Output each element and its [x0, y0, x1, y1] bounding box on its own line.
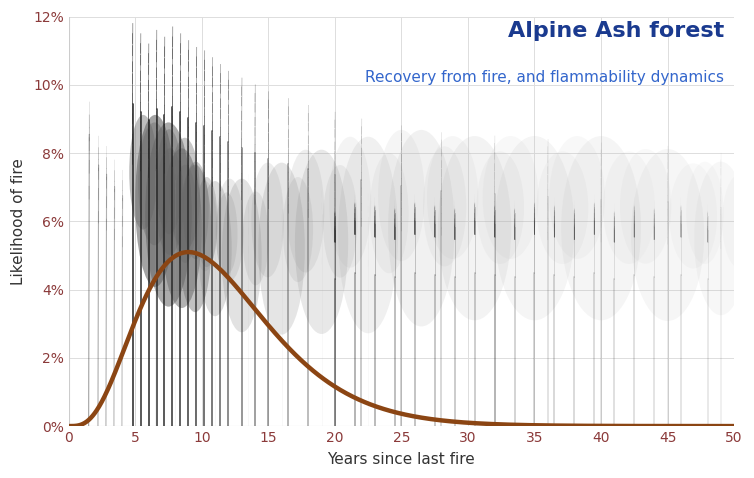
Ellipse shape	[388, 130, 455, 326]
Ellipse shape	[722, 174, 754, 268]
Ellipse shape	[222, 179, 262, 332]
Ellipse shape	[323, 165, 357, 278]
Ellipse shape	[170, 138, 200, 250]
Ellipse shape	[339, 137, 398, 333]
Ellipse shape	[329, 137, 371, 268]
Ellipse shape	[631, 149, 704, 321]
Ellipse shape	[561, 136, 641, 320]
Ellipse shape	[537, 152, 588, 264]
Ellipse shape	[135, 115, 175, 287]
Ellipse shape	[427, 136, 478, 259]
Ellipse shape	[369, 153, 409, 273]
X-axis label: Years since last fire: Years since last fire	[327, 452, 475, 467]
Text: Alpine Ash forest: Alpine Ash forest	[508, 21, 724, 41]
Ellipse shape	[196, 177, 218, 267]
Ellipse shape	[129, 115, 157, 229]
Ellipse shape	[483, 136, 538, 259]
Ellipse shape	[179, 165, 212, 312]
Ellipse shape	[603, 152, 655, 264]
Ellipse shape	[283, 177, 313, 282]
Ellipse shape	[216, 179, 244, 281]
Ellipse shape	[686, 162, 724, 264]
Ellipse shape	[173, 165, 197, 263]
Ellipse shape	[295, 150, 348, 334]
Ellipse shape	[694, 162, 747, 315]
Ellipse shape	[198, 181, 231, 316]
Ellipse shape	[251, 163, 284, 277]
Ellipse shape	[138, 122, 171, 245]
Ellipse shape	[146, 122, 192, 307]
Ellipse shape	[423, 146, 466, 266]
Text: Recovery from fire, and flammability dynamics: Recovery from fire, and flammability dyn…	[365, 70, 724, 85]
Ellipse shape	[287, 150, 324, 272]
Ellipse shape	[182, 162, 209, 259]
Ellipse shape	[156, 148, 184, 255]
Ellipse shape	[438, 136, 511, 320]
Ellipse shape	[477, 152, 524, 264]
Ellipse shape	[156, 129, 182, 234]
Ellipse shape	[259, 163, 305, 335]
Ellipse shape	[194, 181, 216, 271]
Ellipse shape	[495, 136, 575, 320]
Ellipse shape	[162, 148, 202, 308]
Ellipse shape	[549, 136, 605, 259]
Ellipse shape	[670, 163, 717, 269]
Y-axis label: Likelihood of fire: Likelihood of fire	[11, 158, 26, 285]
Ellipse shape	[378, 130, 425, 261]
Ellipse shape	[216, 192, 238, 275]
Ellipse shape	[620, 149, 671, 264]
Ellipse shape	[243, 192, 268, 285]
